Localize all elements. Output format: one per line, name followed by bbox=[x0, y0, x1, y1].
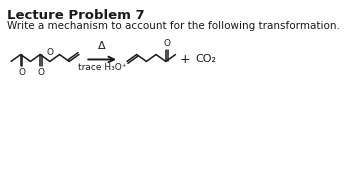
Text: O: O bbox=[18, 68, 25, 77]
Text: O: O bbox=[46, 48, 53, 56]
Text: +: + bbox=[180, 53, 190, 66]
Text: Δ: Δ bbox=[98, 41, 106, 51]
Text: CO₂: CO₂ bbox=[196, 54, 217, 64]
Text: Write a mechanism to account for the following transformation.: Write a mechanism to account for the fol… bbox=[7, 21, 340, 31]
Text: O: O bbox=[37, 68, 44, 77]
Text: trace H₃O⁺: trace H₃O⁺ bbox=[78, 63, 126, 72]
Text: Lecture Problem 7: Lecture Problem 7 bbox=[7, 9, 145, 22]
Text: O: O bbox=[163, 39, 170, 48]
